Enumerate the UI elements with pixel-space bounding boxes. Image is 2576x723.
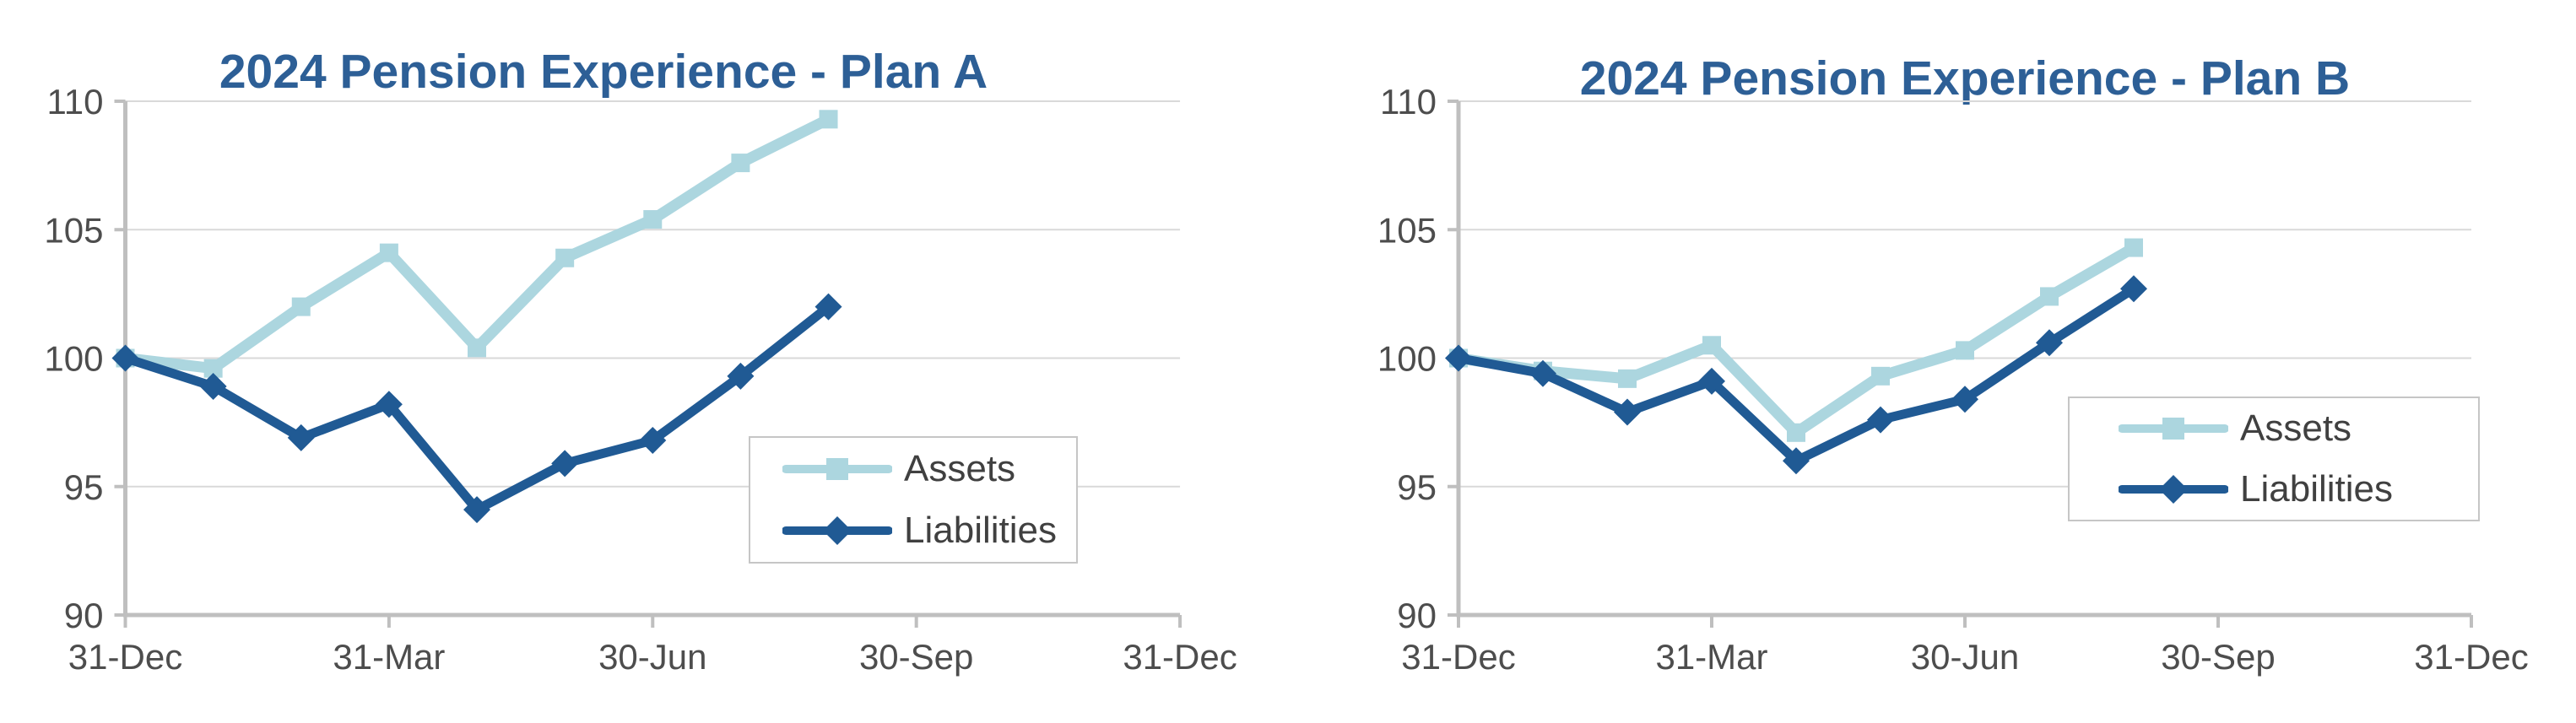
y-tick-label-95: 95 — [1397, 467, 1437, 507]
legend-item-liabilities: Liabilities — [782, 501, 1076, 560]
liabilities-marker-3 — [375, 391, 403, 418]
liabilities-marker-0 — [1445, 344, 1472, 372]
x-tick-label-2: 30-Jun — [598, 637, 706, 677]
y-tick-label-95: 95 — [64, 467, 104, 507]
liabilities-marker-5 — [1867, 406, 1894, 434]
assets-marker-7 — [731, 154, 750, 173]
y-tick-label-110: 110 — [47, 82, 104, 121]
y-tick-label-90: 90 — [64, 596, 104, 635]
liabilities-series-line — [121, 302, 834, 515]
legend-plan-b: Assets Liabilities — [2068, 397, 2480, 521]
liabilities-marker-3 — [1698, 367, 1725, 395]
x-tick-label-0: 31-Dec — [68, 637, 182, 677]
liabilities-marker-6 — [639, 426, 667, 454]
x-tick-label-0: 31-Dec — [1401, 637, 1515, 677]
y-tick-label-100: 100 — [44, 339, 103, 379]
liabilities-marker-1 — [1529, 359, 1556, 387]
assets-marker-6 — [1956, 341, 1974, 360]
legend-label-liabilities: Liabilities — [904, 509, 1057, 551]
assets-marker-2 — [291, 297, 311, 316]
liabilities-marker-0 — [111, 344, 139, 372]
y-tick-label-105: 105 — [44, 210, 103, 250]
liabilities-line-swatch-icon — [782, 515, 892, 545]
legend-item-assets: Assets — [2119, 399, 2478, 458]
x-tick-label-3: 30-Sep — [2161, 637, 2275, 677]
liabilities-marker-7 — [727, 362, 755, 390]
legend-plan-a: Assets Liabilities — [749, 436, 1078, 564]
assets-series-line — [1453, 242, 2140, 439]
assets-marker-8 — [819, 110, 838, 129]
x-tick-label-2: 30-Jun — [1911, 637, 2019, 677]
assets-marker-7 — [2040, 287, 2059, 306]
assets-marker-1 — [203, 359, 223, 378]
x-tick-label-4: 31-Dec — [2414, 637, 2528, 677]
liabilities-marker-8 — [2120, 275, 2147, 303]
assets-line-swatch-icon — [2119, 418, 2228, 440]
chart-title-plan-a: 2024 Pension Experience - Plan A — [219, 45, 988, 100]
x-tick-label-4: 31-Dec — [1123, 637, 1237, 677]
liabilities-marker-7 — [2036, 329, 2063, 357]
assets-marker-5 — [555, 248, 575, 267]
assets-line-swatch-icon — [782, 458, 892, 481]
assets-marker-2 — [1618, 369, 1637, 388]
assets-marker-5 — [1871, 366, 1890, 386]
y-tick-label-105: 105 — [1377, 210, 1437, 250]
x-tick-label-3: 30-Sep — [859, 637, 973, 677]
assets-marker-4 — [468, 338, 487, 358]
assets-marker-6 — [643, 210, 663, 229]
legend-item-liabilities: Liabilities — [2119, 460, 2478, 519]
plot-area-plan-b: 90 95 100 105 110 31-Dec 31-Mar 30-Jun 30-Sep 31-… — [1377, 82, 2529, 677]
liabilities-marker-2 — [287, 424, 315, 451]
y-tick-label-110: 110 — [1380, 82, 1437, 121]
x-tick-label-1: 31-Mar — [333, 637, 445, 677]
assets-marker-3 — [379, 243, 398, 262]
x-tick-label-1: 31-Mar — [1655, 637, 1767, 677]
liabilities-marker-4 — [463, 496, 491, 524]
assets-marker-4 — [1787, 423, 1805, 442]
chart-title-plan-b: 2024 Pension Experience - Plan B — [1579, 51, 2351, 106]
liabilities-marker-1 — [199, 372, 227, 400]
liabilities-line-swatch-icon — [2119, 474, 2228, 504]
assets-marker-8 — [2124, 238, 2143, 257]
liabilities-marker-5 — [551, 450, 579, 478]
liabilities-marker-8 — [814, 293, 842, 321]
y-tick-label-100: 100 — [1377, 339, 1437, 379]
plot-area-plan-a: 90 95 100 105 110 31-Dec 31-Mar 30-Jun 30-Sep 31-… — [44, 82, 1237, 677]
liabilities-marker-6 — [1951, 386, 1978, 413]
liabilities-marker-2 — [1614, 398, 1641, 426]
liabilities-marker-4 — [1783, 447, 1810, 475]
legend-label-assets: Assets — [904, 448, 1016, 490]
legend-label-assets: Assets — [2240, 407, 2352, 450]
legend-item-assets: Assets — [782, 440, 1076, 499]
assets-marker-3 — [1702, 336, 1721, 355]
assets-series-line — [120, 113, 835, 375]
legend-label-liabilities: Liabilities — [2240, 467, 2393, 510]
y-tick-label-90: 90 — [1397, 596, 1437, 635]
